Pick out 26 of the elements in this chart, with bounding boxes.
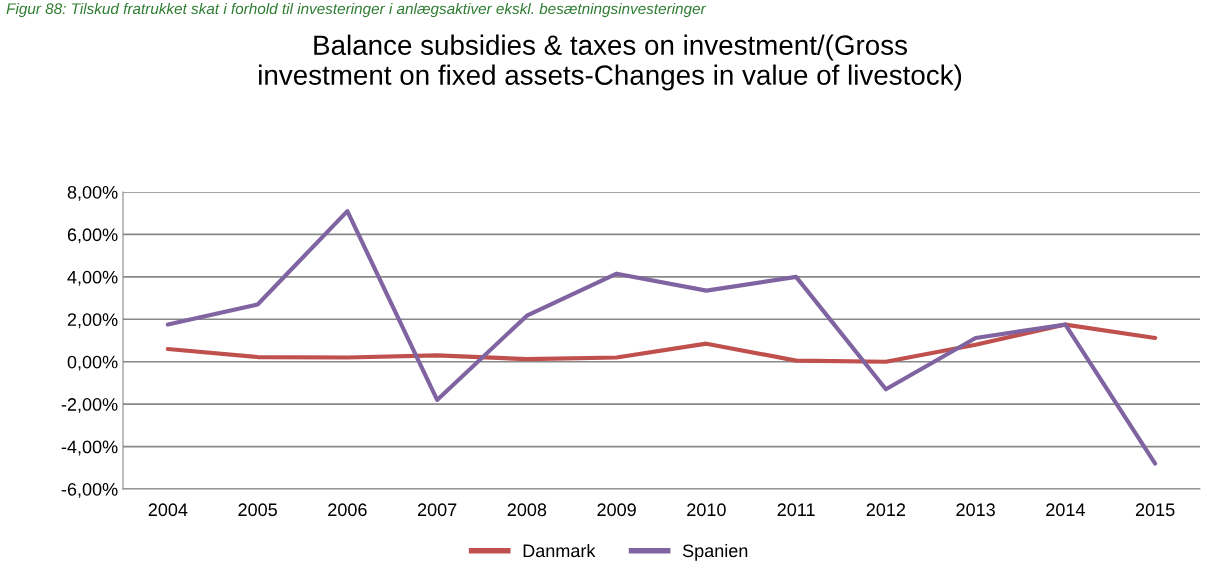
x-tick-label: 2009 [597, 503, 636, 517]
y-tick-label: -2,00% [61, 398, 118, 413]
x-tick-label: 2005 [238, 503, 277, 517]
line-series [165, 322, 1158, 364]
line-series [165, 209, 1158, 466]
text: Figur 88: Tilskud fratrukket skat i forhold til investeringer i anlægsaktiver ekskl. besætningsinvesteringer [6, 2, 707, 18]
legend-label: Spanien [682, 543, 748, 561]
x-tick-label: 2006 [328, 503, 367, 517]
x-tick-label: 2012 [866, 503, 906, 517]
x-tick-label: 2004 [148, 503, 188, 517]
chart-title: Balance subsidies & taxes on investment/(Gross investment on fixed assets-Changes in value of livestock) [259, 34, 962, 91]
x-tick-label: 2015 [1135, 503, 1175, 517]
y-tick-label: 6,00% [67, 228, 118, 244]
y-tick-label: -6,00% [61, 482, 118, 498]
y-tick-label: 0,00% [67, 355, 118, 371]
y-tick-label: -4,00% [61, 440, 118, 456]
x-tick-label: 2013 [956, 503, 995, 517]
y-tick-label: 2,00% [67, 313, 118, 329]
y-tick-label: 4,00% [67, 270, 118, 286]
legend-label: Danmark [523, 543, 596, 558]
x-tick-label: 2014 [1046, 503, 1085, 517]
x-tick-label: 2007 [417, 503, 457, 517]
x-tick-label: 2010 [687, 503, 726, 517]
x-tick-label: 2008 [507, 503, 547, 517]
y-tick-label: 8,00% [67, 185, 118, 201]
x-tick-label: 2011 [777, 503, 815, 517]
